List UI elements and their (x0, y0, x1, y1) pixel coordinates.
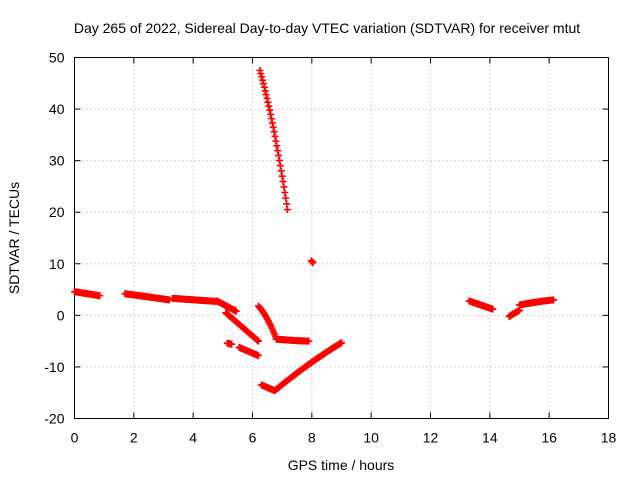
data-point (262, 91, 270, 99)
data-point (281, 189, 289, 197)
data-point (96, 292, 104, 300)
data-point (274, 147, 282, 155)
data-point (228, 340, 236, 348)
data-point (263, 94, 271, 102)
x-tick-label: 12 (423, 430, 439, 446)
x-tick-label: 4 (189, 430, 197, 446)
data-point (309, 259, 317, 267)
data-point (258, 73, 266, 81)
y-tick-label: -10 (44, 359, 64, 375)
data-point (264, 98, 272, 106)
data-point (268, 119, 276, 127)
data-point (276, 162, 284, 170)
x-tick-labels: 0 2 4 6 8 10 12 14 16 18 (71, 430, 617, 446)
x-tick-label: 8 (308, 430, 316, 446)
plot-frame (74, 57, 609, 419)
x-tick-label: 18 (601, 430, 617, 446)
data-point (275, 152, 283, 160)
data-point (275, 157, 283, 165)
x-tick-label: 10 (363, 430, 379, 446)
data-point (256, 66, 264, 74)
x-tick-label: 6 (249, 430, 257, 446)
data-point (254, 337, 262, 345)
x-tick-label: 14 (482, 430, 498, 446)
data-point (259, 76, 267, 84)
data-point (272, 137, 280, 145)
data-point (489, 305, 497, 313)
data-point (265, 102, 273, 110)
x-axis-title: GPS time / hours (288, 457, 395, 473)
data-point (267, 110, 275, 118)
data-point (259, 80, 267, 88)
data-point (280, 183, 288, 191)
data-point (271, 132, 279, 140)
data-point (261, 87, 269, 95)
y-tick-label: 30 (49, 153, 65, 169)
data-point (277, 167, 285, 175)
axis-ticks (74, 57, 609, 419)
data-point (232, 307, 240, 315)
x-tick-label: 16 (541, 430, 557, 446)
data-point (269, 123, 277, 131)
data-point (308, 258, 316, 266)
data-point (266, 106, 274, 114)
data-points (71, 66, 558, 395)
grid-lines (74, 57, 609, 419)
data-point (283, 200, 291, 208)
data-point (257, 70, 265, 78)
data-point (270, 128, 278, 136)
x-tick-label: 0 (71, 430, 79, 446)
y-tick-label: 0 (57, 307, 65, 323)
y-tick-label: 50 (49, 50, 65, 66)
y-tick-label: -20 (44, 411, 64, 427)
data-point (284, 206, 292, 214)
y-tick-label: 10 (49, 256, 65, 272)
data-point (278, 172, 286, 180)
data-point (282, 194, 290, 202)
data-point (267, 115, 275, 123)
data-point (273, 142, 281, 150)
data-point (279, 178, 287, 186)
chart-title: Day 265 of 2022, Sidereal Day-to-day VTE… (74, 20, 580, 36)
y-tick-label: 40 (49, 101, 65, 117)
data-point (305, 337, 313, 345)
y-tick-label: 20 (49, 204, 65, 220)
x-tick-label: 2 (130, 430, 138, 446)
data-point (254, 352, 262, 360)
data-point (338, 339, 345, 347)
data-point (550, 296, 558, 304)
data-point (260, 83, 268, 91)
y-tick-labels: -20 -10 0 10 20 30 40 50 (44, 50, 64, 427)
y-axis-title: SDTVAR / TECUs (6, 182, 22, 294)
